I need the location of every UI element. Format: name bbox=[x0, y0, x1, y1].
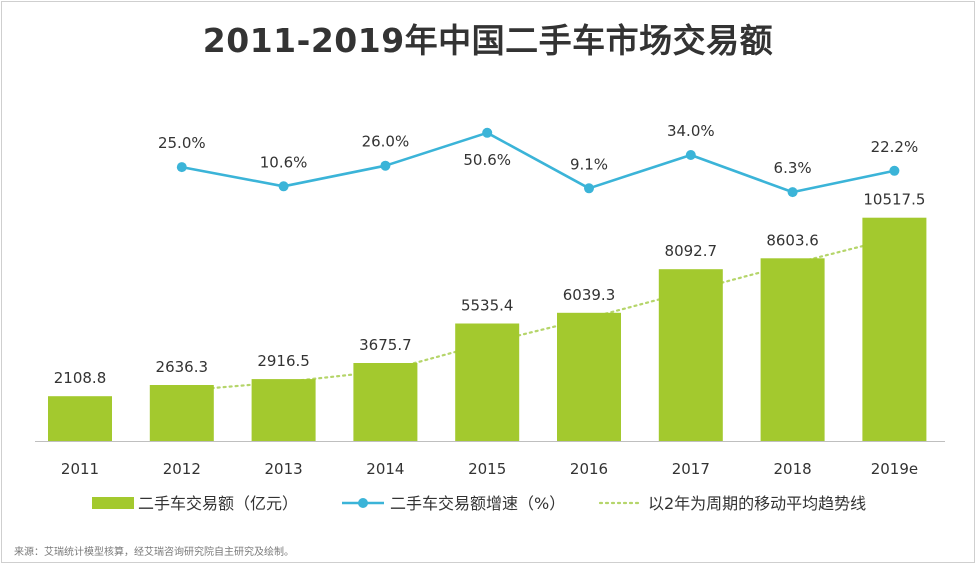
rate-line bbox=[181, 131, 895, 194]
bar-2017 bbox=[658, 269, 723, 441]
bar-2011 bbox=[48, 396, 112, 441]
rate-marker-2019e bbox=[889, 165, 900, 176]
x-tick-label-2014: 2014 bbox=[366, 460, 404, 478]
x-tick-label-2018: 2018 bbox=[774, 460, 812, 478]
rate-label-2014: 26.0% bbox=[362, 133, 410, 151]
chart-title: 2011-2019年中国二手车市场交易额 bbox=[202, 21, 774, 60]
legend-swatch-bar bbox=[92, 497, 134, 509]
bar-2012 bbox=[149, 385, 214, 441]
legend-swatch-line-marker bbox=[358, 498, 368, 508]
rate-label-2015: 50.6% bbox=[463, 151, 511, 169]
rate-marker-2012 bbox=[176, 162, 187, 173]
bar-2018 bbox=[760, 258, 825, 441]
rate-line-layer: 25.0% 10.6% 26.0% 50.6% 9.1% 34.0% 6.3% 22.2% bbox=[158, 122, 919, 198]
x-axis: 2011 2012 2013 2014 2015 2016 2017 2018 2019e bbox=[35, 441, 945, 478]
legend-label-trend: 以2年为周期的移动平均趋势线 bbox=[648, 494, 866, 513]
rate-marker-2014 bbox=[380, 160, 391, 171]
rate-marker-2016 bbox=[584, 183, 594, 194]
x-tick-label-2016: 2016 bbox=[570, 460, 608, 478]
bar-value-label-2015: 5535.4 bbox=[461, 297, 514, 315]
legend: 二手车交易额（亿元） 二手车交易额增速（%） 以2年为周期的移动平均趋势线 bbox=[92, 494, 866, 513]
bar-value-label-2014: 3675.7 bbox=[359, 336, 412, 354]
bar-value-label-2016: 6039.3 bbox=[563, 286, 616, 304]
legend-label-bar: 二手车交易额（亿元） bbox=[138, 494, 298, 513]
legend-label-line: 二手车交易额增速（%） bbox=[390, 494, 565, 513]
rate-marker-2017 bbox=[685, 150, 696, 160]
x-tick-label-2019e: 2019e bbox=[871, 460, 918, 478]
bar-2016 bbox=[557, 312, 621, 441]
rate-label-2016: 9.1% bbox=[570, 155, 608, 173]
bar-value-label-2011: 2108.8 bbox=[54, 369, 107, 387]
x-tick-label-2017: 2017 bbox=[672, 460, 710, 478]
rate-label-2018: 6.3% bbox=[774, 159, 812, 177]
bar-layer: 2108.8 2636.3 2916.5 3675.7 5535.4 6039.3 8092… bbox=[48, 191, 927, 441]
bar-value-label-2012: 2636.3 bbox=[156, 358, 209, 376]
rate-marker-2015 bbox=[482, 127, 493, 138]
rate-marker-2013 bbox=[278, 181, 289, 192]
source-note: 来源：艾瑞统计模型核算，经艾瑞咨询研究院自主研究及绘制。 bbox=[14, 547, 294, 558]
x-tick-label-2015: 2015 bbox=[468, 460, 506, 478]
bar-2014 bbox=[353, 363, 418, 441]
bar-value-label-2018: 8603.6 bbox=[766, 231, 819, 249]
x-tick-label-2013: 2013 bbox=[265, 460, 303, 478]
bar-value-label-2013: 2916.5 bbox=[257, 352, 310, 370]
bar-value-label-2017: 8092.7 bbox=[665, 242, 718, 260]
rate-label-2013: 10.6% bbox=[260, 153, 308, 171]
bar-value-label-2019e: 10517.5 bbox=[863, 191, 925, 209]
bar-2019e bbox=[862, 217, 927, 441]
rate-marker-2018 bbox=[787, 187, 798, 198]
rate-label-2019e: 22.2% bbox=[871, 138, 919, 156]
x-tick-label-2012: 2012 bbox=[163, 460, 201, 478]
x-tick-label-2011: 2011 bbox=[61, 460, 99, 478]
bar-2015 bbox=[455, 323, 520, 441]
rate-label-2012: 25.0% bbox=[158, 134, 206, 152]
bar-2013 bbox=[251, 379, 316, 441]
rate-label-2017: 34.0% bbox=[667, 122, 715, 140]
